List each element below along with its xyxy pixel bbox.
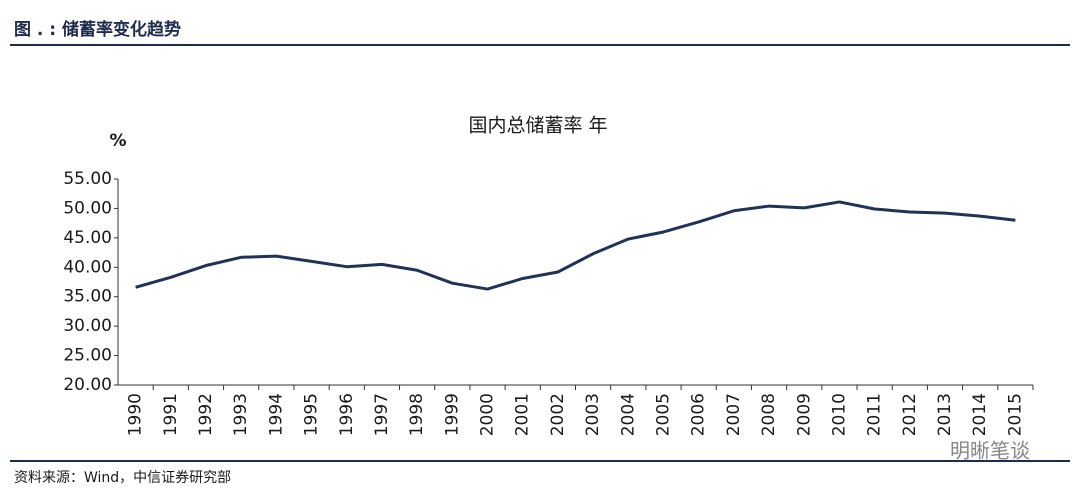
x-tick-label: 2013 (935, 393, 955, 436)
x-tick-label: 2007 (724, 393, 744, 436)
x-tick-label: 1991 (161, 393, 181, 436)
x-tick-label: 2005 (653, 393, 673, 436)
x-tick-label: 2012 (900, 393, 920, 436)
x-tick-label: 2015 (1005, 393, 1025, 436)
x-tick-label: 2002 (548, 393, 568, 436)
y-tick-label: 25.00 (63, 346, 112, 366)
x-tick-label: 1998 (407, 393, 427, 436)
y-tick-label: 20.00 (63, 375, 112, 395)
x-tick-label: 2001 (513, 393, 533, 436)
x-tick-label: 2009 (794, 393, 814, 436)
y-axis-label: % (109, 131, 126, 151)
x-tick-label: 2003 (583, 393, 603, 436)
x-tick-label: 1995 (302, 393, 322, 436)
y-tick-label: 35.00 (63, 287, 112, 307)
y-tick-label: 40.00 (63, 257, 112, 277)
line (135, 200, 1016, 291)
x-tick-label: 1990 (126, 393, 146, 436)
y-tick-label: 30.00 (63, 316, 112, 336)
y-tick-label: 45.00 (63, 228, 112, 248)
x-tick-label: 1994 (266, 393, 286, 436)
source: 资料来源：Wind，中信证券研究部 (14, 470, 231, 486)
x-tick-label: 2004 (618, 393, 638, 436)
x-tick-label: 2008 (759, 393, 779, 436)
x-tick-label: 1997 (372, 393, 392, 436)
y-tick-label: 50.00 (63, 198, 112, 218)
x-tick-label: 1993 (231, 393, 251, 436)
x-tick-label: 2010 (829, 393, 849, 436)
header-title: 图 . : 储蓄率变化趋势 (14, 19, 181, 40)
x-tick-label: 2000 (478, 393, 498, 436)
x-tick-label: 2014 (970, 393, 990, 436)
x-tick-label: 1996 (337, 393, 357, 436)
watermark: 明晰笔谈 (950, 439, 1030, 463)
chart-title: 国内总储蓄率 年 (468, 115, 607, 137)
x-tick-label: 1999 (442, 393, 462, 436)
x-tick-label: 1992 (196, 393, 216, 436)
x-tick-label: 2011 (865, 393, 885, 436)
y-tick-label: 55.00 (63, 169, 112, 189)
x-tick-label: 2006 (689, 393, 709, 436)
